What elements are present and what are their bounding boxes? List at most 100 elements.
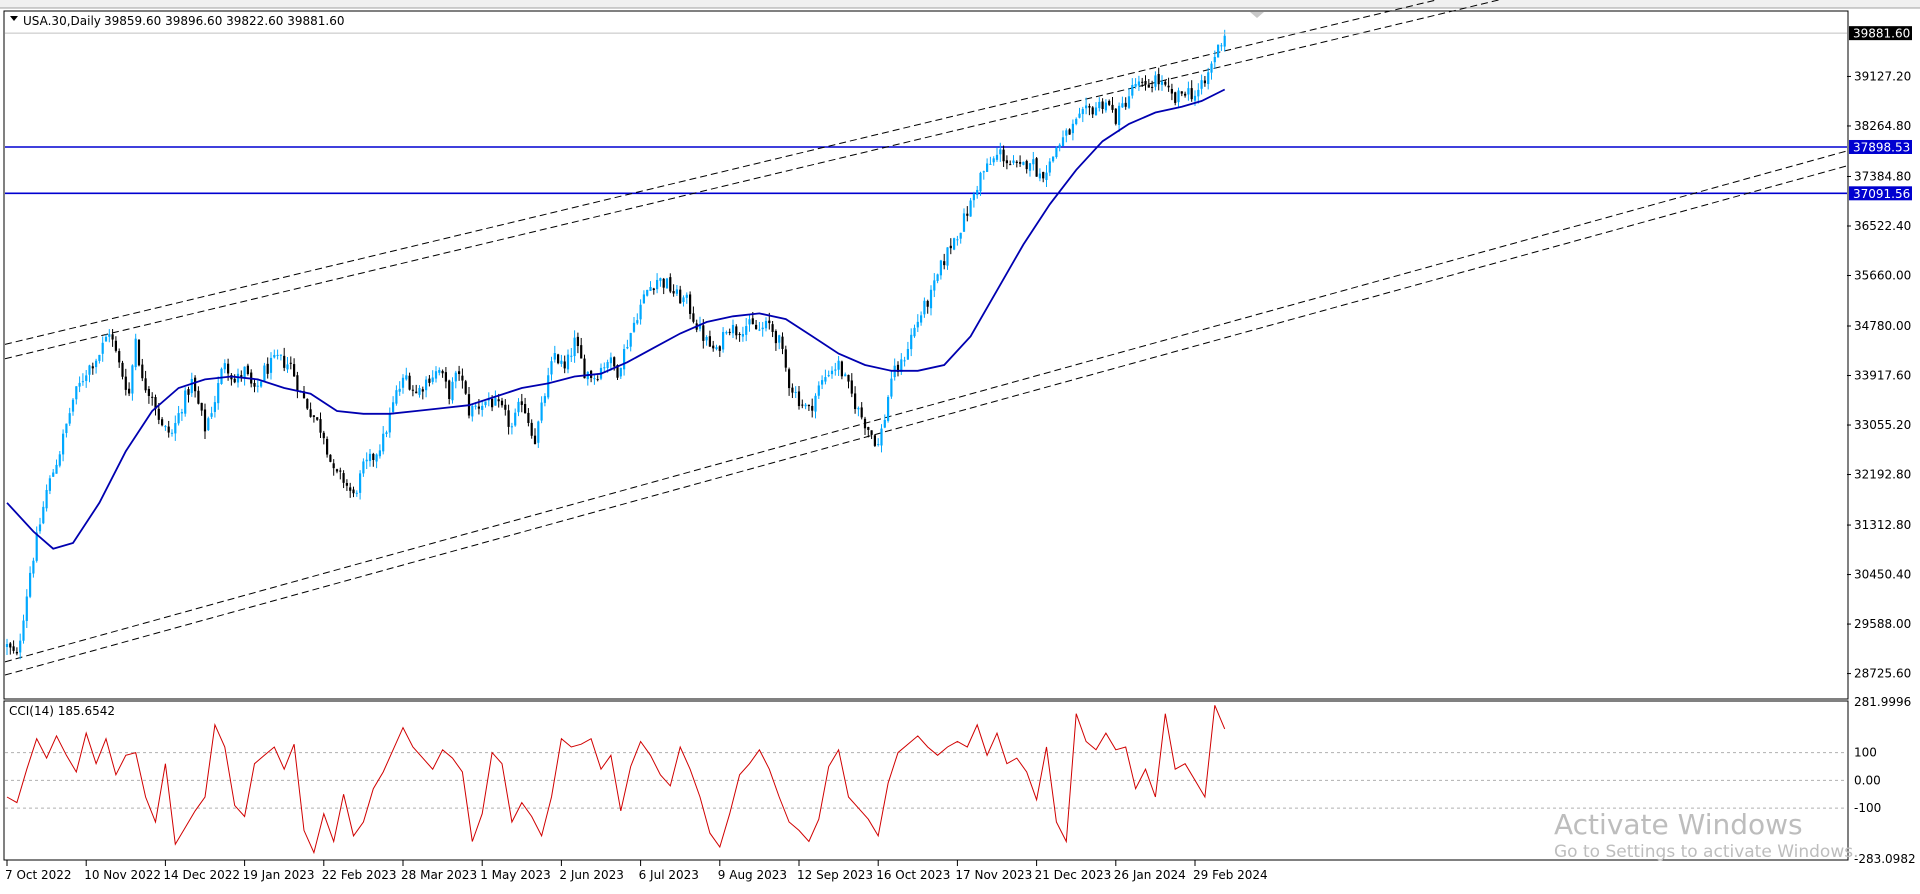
candle-343 xyxy=(1137,75,1140,91)
candle-274 xyxy=(910,328,913,357)
candle-25 xyxy=(88,364,91,383)
shift-marker-icon[interactable] xyxy=(1250,12,1264,18)
main-panel-frame xyxy=(3,10,1849,700)
candle-20 xyxy=(71,398,75,416)
candle-18 xyxy=(65,423,68,438)
candle-104 xyxy=(349,482,352,498)
candle-31 xyxy=(108,329,111,343)
candle-264 xyxy=(877,438,880,447)
candle-255 xyxy=(847,374,850,389)
candle-368 xyxy=(1220,43,1223,51)
channel-line-upper-a[interactable] xyxy=(4,0,1847,345)
x-tick-label-12: 17 Nov 2023 xyxy=(955,868,1032,882)
candle-202 xyxy=(672,284,675,297)
candle-96 xyxy=(322,430,325,445)
candle-270 xyxy=(896,361,900,377)
candle-312 xyxy=(1035,157,1038,177)
candle-302 xyxy=(1002,145,1005,167)
candle-323 xyxy=(1071,119,1074,141)
candle-282 xyxy=(936,273,939,284)
candle-51 xyxy=(174,415,177,441)
candle-279 xyxy=(926,299,929,314)
candle-43 xyxy=(147,386,150,404)
candle-106 xyxy=(355,490,358,497)
candle-58 xyxy=(197,386,200,405)
cci-scale-label-4: -283.0982 xyxy=(1854,852,1916,866)
candle-236 xyxy=(784,345,787,372)
candle-272 xyxy=(903,356,906,367)
candle-259 xyxy=(860,402,863,420)
candle-317 xyxy=(1052,156,1055,163)
candle-329 xyxy=(1091,106,1094,119)
candle-219 xyxy=(728,328,731,336)
candle-77 xyxy=(260,381,263,388)
candle-295 xyxy=(979,171,982,196)
candle-128 xyxy=(428,375,431,387)
candle-133 xyxy=(444,367,447,389)
candle-291 xyxy=(966,206,969,222)
candle-121 xyxy=(405,367,408,381)
candle-141 xyxy=(471,403,474,422)
current-price-tag: 39881.60 xyxy=(1849,26,1912,41)
x-tick-label-14: 26 Jan 2024 xyxy=(1114,868,1186,882)
candle-151 xyxy=(504,399,507,416)
candle-215 xyxy=(715,344,718,351)
candle-321 xyxy=(1065,128,1068,143)
candle-39 xyxy=(134,333,137,371)
candle-117 xyxy=(392,396,395,415)
candle-339 xyxy=(1124,97,1127,110)
x-tick-label-8: 6 Jul 2023 xyxy=(639,868,699,882)
candle-239 xyxy=(794,386,797,399)
candle-266 xyxy=(883,414,886,429)
x-tick-label-15: 29 Feb 2024 xyxy=(1193,868,1268,882)
y-tick-label-11: 30450.40 xyxy=(1854,568,1911,582)
candle-237 xyxy=(788,367,791,396)
candle-331 xyxy=(1098,97,1101,112)
candle-136 xyxy=(454,370,457,389)
candle-37 xyxy=(128,382,131,397)
candle-262 xyxy=(870,430,873,440)
candle-306 xyxy=(1015,160,1018,168)
candle-157 xyxy=(524,397,527,414)
x-tick-label-6: 1 May 2023 xyxy=(480,868,551,882)
candle-214 xyxy=(712,340,715,352)
candle-169 xyxy=(563,355,566,374)
candle-297 xyxy=(986,158,989,172)
candle-55 xyxy=(187,386,190,403)
candle-250 xyxy=(830,366,834,379)
x-tick-label-11: 16 Oct 2023 xyxy=(876,868,950,882)
candle-196 xyxy=(652,287,655,295)
candle-276 xyxy=(916,314,919,333)
candle-298 xyxy=(989,156,992,165)
price-tags: 39881.60 37898.53 37091.56 xyxy=(5,26,1912,201)
candle-138 xyxy=(461,368,464,389)
candle-98 xyxy=(329,454,332,463)
candle-86 xyxy=(289,356,292,370)
candle-0 xyxy=(5,638,9,656)
candle-201 xyxy=(669,273,672,294)
candle-207 xyxy=(689,291,692,320)
candle-304 xyxy=(1009,160,1012,166)
channel-line-upper-b[interactable] xyxy=(4,0,1847,360)
cci-scale-label-0: 281.9996 xyxy=(1854,695,1911,709)
candle-110 xyxy=(368,449,372,467)
candle-28 xyxy=(98,354,101,364)
y-tick-label-13: 28725.60 xyxy=(1854,667,1911,681)
candle-105 xyxy=(352,486,355,498)
candle-6 xyxy=(25,589,28,629)
candle-76 xyxy=(256,380,259,393)
x-tick-label-9: 9 Aug 2023 xyxy=(718,868,787,882)
candle-119 xyxy=(398,381,401,396)
symbol-dropdown-icon[interactable] xyxy=(10,16,18,21)
hline-tag-1: 37898.53 xyxy=(1849,139,1912,154)
candle-307 xyxy=(1019,155,1022,167)
candle-1 xyxy=(9,642,12,655)
candle-155 xyxy=(517,398,520,417)
candle-350 xyxy=(1160,75,1164,91)
candle-195 xyxy=(649,281,652,291)
candle-281 xyxy=(933,273,936,298)
candle-247 xyxy=(821,375,824,390)
candle-137 xyxy=(458,365,461,381)
candle-118 xyxy=(395,385,398,406)
